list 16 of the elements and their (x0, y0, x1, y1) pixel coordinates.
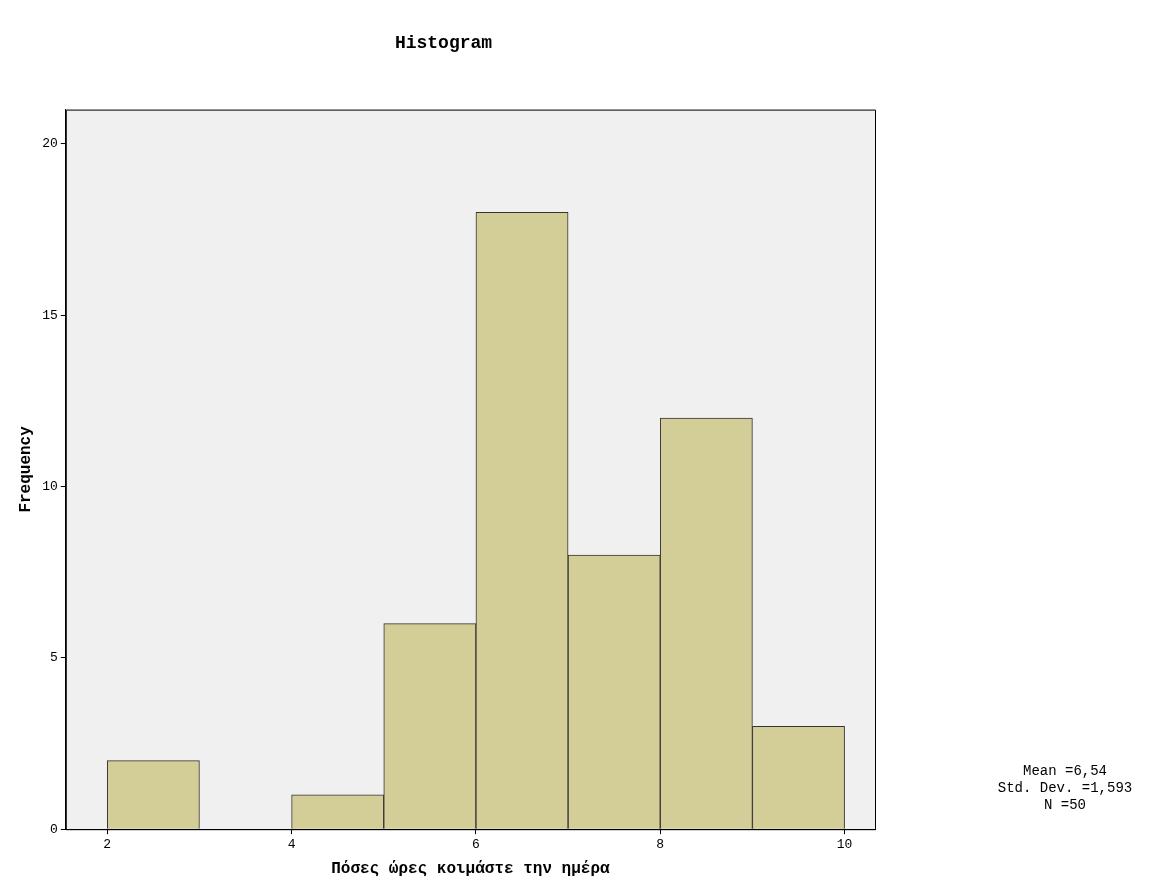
y-tick-label: 0 (49, 821, 58, 837)
x-axis-title: Πόσες ώρες κοιμάστε την ημέρα (331, 860, 611, 879)
x-tick-label: 4 (287, 837, 296, 853)
x-tick-label: 10 (836, 837, 853, 853)
text: Mean =6,54 (1022, 762, 1108, 779)
text: N =50 (1043, 796, 1087, 813)
text: Std. Dev. =1,593 (997, 779, 1133, 796)
x-tick-label: 2 (103, 837, 112, 853)
x-tick-label: 6 (472, 837, 480, 853)
y-tick-label: 20 (42, 136, 58, 152)
y-axis-title: Frequency (16, 425, 35, 513)
chart-title: Histogram (394, 33, 493, 54)
y-tick-label: 15 (42, 307, 58, 323)
y-tick-label: 5 (49, 650, 58, 666)
x-tick-label: 8 (656, 837, 665, 853)
y-tick-label: 10 (42, 478, 58, 494)
